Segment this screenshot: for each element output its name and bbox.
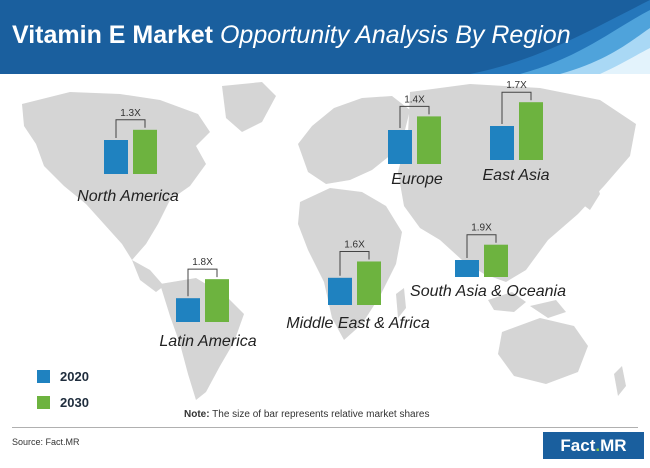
multiplier-label-south-asia-and-oceania: 1.9X [471, 223, 492, 234]
region-label-europe: Europe [391, 171, 443, 188]
bar-2020-south-asia-and-oceania [455, 260, 479, 277]
bar-2030-latin-america [205, 279, 229, 322]
bar-2030-east-asia [519, 102, 543, 160]
bar-2030-south-asia-and-oceania [484, 244, 508, 277]
region-label-north-america: North America [77, 188, 179, 205]
legend-item-2020: 2020 [37, 366, 89, 386]
multiplier-label-latin-america: 1.8X [192, 257, 213, 268]
bar-2020-north-america [104, 140, 128, 174]
multiplier-label-north-america: 1.3X [120, 108, 141, 119]
header-decoration [470, 0, 650, 74]
brand-logo: Fact. MR [543, 432, 644, 459]
bar-2020-east-asia [490, 126, 514, 160]
bracket-east-asia [501, 91, 532, 124]
bracket-latin-america [187, 268, 218, 297]
chart-note: Note: The size of bar represents relativ… [184, 409, 430, 420]
note-prefix: Note: [184, 409, 210, 420]
bracket-europe [399, 105, 430, 128]
multiplier-label-middle-east-and-africa: 1.6X [344, 239, 365, 250]
bracket-south-asia-and-oceania [466, 234, 497, 258]
region-label-east-asia: East Asia [483, 167, 550, 184]
page-title: Vitamin E Market Opportunity Analysis By… [12, 21, 571, 50]
multiplier-label-europe: 1.4X [404, 94, 425, 105]
region-label-middle-east-africa: Middle East & Africa [286, 315, 430, 332]
footer-divider [12, 427, 638, 428]
bar-2030-middle-east-and-africa [357, 261, 381, 305]
note-text: The size of bar represents relative mark… [212, 409, 430, 420]
legend-label-2030: 2030 [60, 394, 89, 410]
bar-2020-europe [388, 130, 412, 164]
bar-2030-north-america [133, 129, 157, 174]
source-text: Source: Fact.MR [12, 437, 80, 447]
chart-area: 1.3X 1.4X 1.7X 1.9X 1.6X 1.8X North America E… [22, 80, 636, 400]
multiplier-label-east-asia: 1.7X [506, 80, 527, 91]
bracket-middle-east-and-africa [339, 250, 370, 276]
region-label-latin-america: Latin America [159, 333, 256, 350]
legend-item-2030: 2030 [37, 392, 89, 412]
legend: 2020 2030 [37, 366, 89, 418]
bar-2020-latin-america [176, 298, 200, 322]
brand-dot: . [595, 435, 601, 455]
bar-2030-europe [417, 116, 441, 164]
legend-swatch-2030 [37, 395, 50, 409]
bars-layer: 1.3X 1.4X 1.7X 1.9X 1.6X 1.8X [104, 80, 543, 322]
bar-2020-middle-east-and-africa [328, 277, 352, 305]
legend-label-2020: 2020 [60, 368, 89, 384]
legend-swatch-2020 [37, 369, 50, 383]
brand-name: Fact [560, 435, 596, 455]
region-labels: North America Europe East Asia South Asi… [77, 167, 566, 350]
title-italic: Opportunity Analysis By Region [219, 21, 571, 49]
region-label-south-asia-oceania: South Asia & Oceania [410, 283, 566, 300]
brand-suffix: MR [600, 435, 627, 455]
header-banner: Vitamin E Market Opportunity Analysis By… [0, 0, 650, 74]
title-bold: Vitamin E Market [12, 21, 214, 49]
world-map [22, 82, 636, 400]
bracket-north-america [115, 119, 146, 138]
